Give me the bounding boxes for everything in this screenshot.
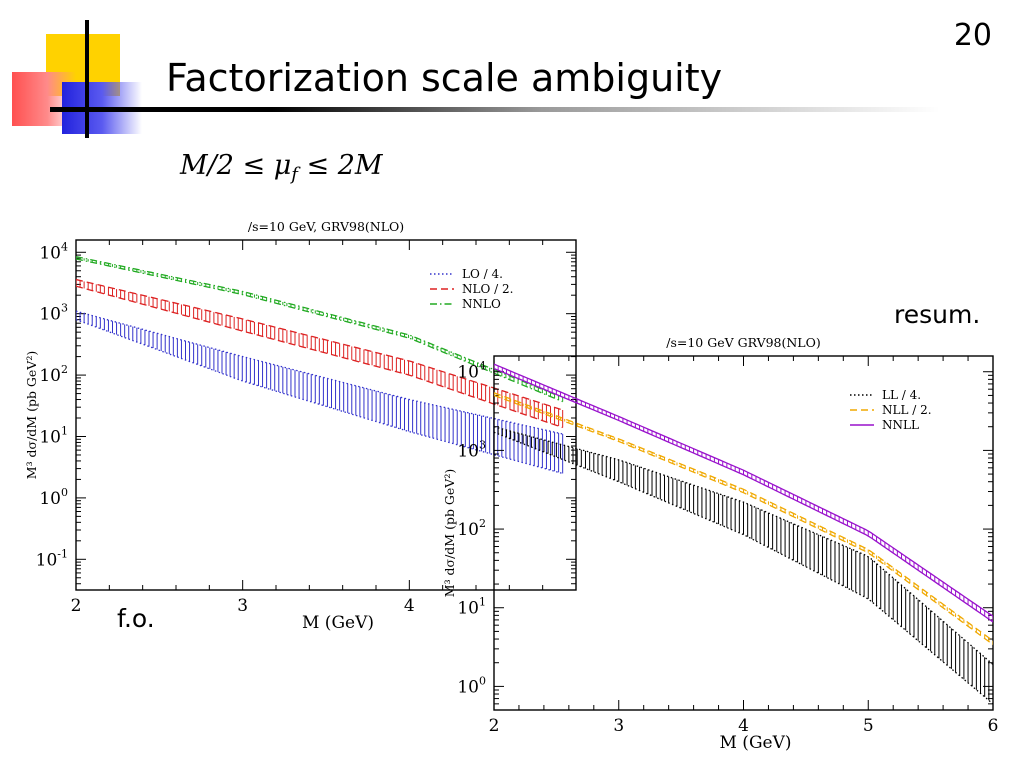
right-y-tick-label: 100 [457,674,486,697]
left-x-tick-label: 3 [237,596,248,616]
right-series-nnll [494,363,993,623]
left-series-nnlo [76,255,564,403]
right-legend-label: NNLL [882,418,919,432]
right-chart-title: /s=10 GeV GRV98(NLO) [666,335,821,350]
right-y-tick-label: 104 [457,360,486,383]
right-x-tick-label: 3 [613,716,624,736]
right-x-tick-label: 6 [988,716,999,736]
left-legend-label: NNLO [462,297,501,311]
right-legend-label: LL / 4. [882,388,921,402]
left-x-tick-label: 4 [404,596,415,616]
formula-lhs: M/2 ≤ μ [180,150,292,181]
left-plot-frame [75,239,577,591]
right-y-axis-label: M³ dσ/dM (pb GeV²) [442,469,457,597]
left-y-axis-label: M³ dσ/dM (pb GeV²) [24,351,39,479]
left-y-tick-label: 104 [39,240,68,263]
slide-title: Factorization scale ambiguity [166,56,723,100]
fixed-order-label: f.o. [117,604,155,633]
left-y-tick-label: 100 [39,486,68,509]
right-series-nll-2 [494,392,993,646]
left-legend-label: NLO / 2. [462,282,513,296]
right-x-tick-label: 5 [863,716,874,736]
right-plot-area [494,363,993,705]
left-series-nlo-2 [76,278,564,429]
left-y-tick-label: 101 [39,424,68,447]
page-number: 20 [953,18,992,53]
fixed-order-chart: /s=10 GeV, GRV98(NLO) 2 3 4 M (GeV) 10-1 100 10… [24,219,577,633]
resummed-chart: /s=10 GeV GRV98(NLO) 2 3 4 5 6 M (GeV) 100 101 10… [442,335,999,753]
right-x-axis-label: M (GeV) [720,733,792,753]
left-series-lo-4 [76,310,564,475]
left-y-tick-label: 103 [39,302,68,325]
left-chart-title: /s=10 GeV, GRV98(NLO) [248,219,404,234]
formula-rhs: ≤ 2M [297,150,383,181]
decor-vertical-line [85,20,89,138]
right-legend: LL / 4.NLL / 2.NNLL [850,388,932,432]
left-x-tick-label: 2 [71,596,82,616]
left-y-tick-label: 102 [39,363,68,386]
right-legend-label: NLL / 2. [882,403,932,417]
decor-title-underline [50,107,940,112]
right-y-tick-label: 101 [457,596,486,619]
resummed-label: resum. [894,300,981,329]
formula-subscript: f [291,164,298,185]
left-legend-label: LO / 4. [462,267,503,281]
left-x-axis-label: M (GeV) [302,613,374,633]
left-legend: LO / 4.NLO / 2.NNLO [430,267,513,311]
right-y-tick-label: 103 [457,438,486,461]
right-series-ll-4 [494,426,993,705]
right-x-tick-label: 4 [738,716,749,736]
scale-range-formula: M/2 ≤ μf ≤ 2M [180,150,383,185]
left-plot-area [76,255,564,475]
right-x-tick-label: 2 [489,716,500,736]
right-y-tick-label: 102 [457,517,486,540]
right-series-ll-4-upper-edge [494,426,993,665]
left-y-tick-label: 10-1 [36,547,68,570]
